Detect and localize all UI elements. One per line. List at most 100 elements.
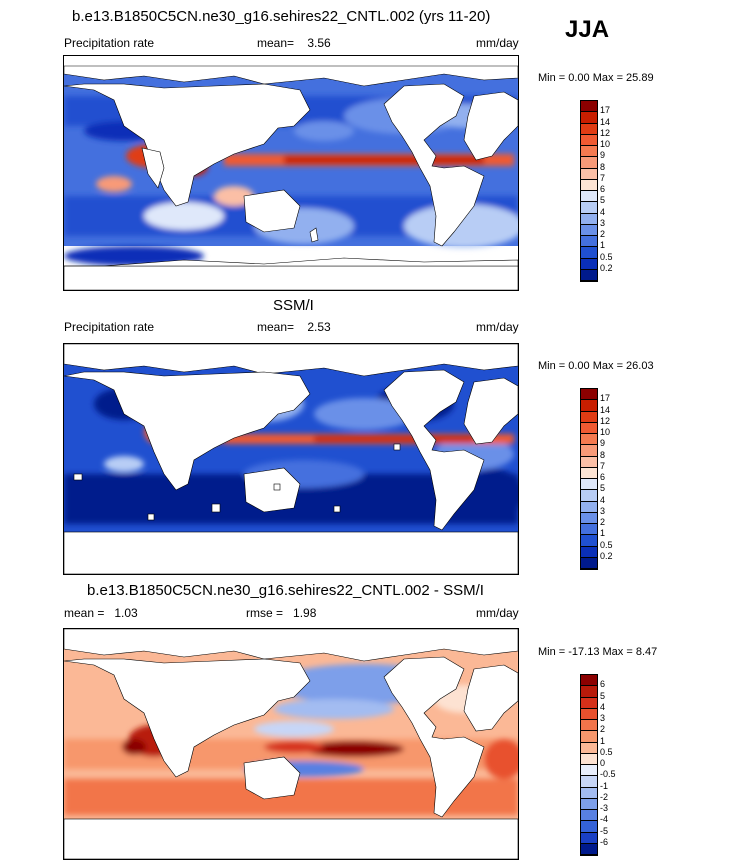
colorbar-swatch (581, 456, 597, 468)
panel3-rmse-label: rmse = 1.98 (246, 606, 316, 620)
panel2-mean-label: mean= 2.53 (257, 320, 331, 334)
colorbar-tick-label: 0.5 (600, 539, 613, 550)
colorbar-swatch (581, 157, 597, 169)
colorbar-swatch (581, 535, 597, 547)
panel3-map (63, 628, 519, 860)
panel1-mean-label: mean= 3.56 (257, 36, 331, 50)
panel3-colorbar-swatches (580, 674, 598, 856)
colorbar-swatch (581, 422, 597, 434)
colorbar-tick-label: -6 (600, 836, 609, 847)
panel3-minmax: Min = -17.13 Max = 8.47 (538, 646, 658, 658)
colorbar-tick-label: 0 (600, 758, 606, 768)
colorbar-tick-label: 17 (600, 105, 611, 116)
season-label: JJA (565, 16, 610, 43)
colorbar-swatch (581, 708, 597, 720)
colorbar-swatch (581, 247, 597, 259)
colorbar-swatch (581, 675, 597, 687)
colorbar-tick-label: 14 (600, 116, 611, 127)
colorbar-tick-label: 1 (600, 240, 606, 251)
panel2-map (63, 343, 519, 575)
colorbar-tick-label: 7 (600, 460, 606, 471)
colorbar-swatch (581, 821, 597, 833)
colorbar-swatch (581, 258, 597, 270)
colorbar-swatch (581, 101, 597, 113)
panel1-land (64, 65, 518, 290)
colorbar-swatch (581, 697, 597, 709)
colorbar-swatch (581, 389, 597, 401)
colorbar-tick-label: 9 (600, 438, 606, 449)
colorbar-tick-label: 5 (600, 195, 606, 206)
colorbar-tick-label: -4 (600, 814, 609, 825)
colorbar-swatch (581, 224, 597, 236)
colorbar-swatch (581, 742, 597, 754)
colorbar-swatch (581, 798, 597, 810)
panel2-minmax: Min = 0.00 Max = 26.03 (538, 360, 654, 372)
colorbar-tick-label: 4 (600, 206, 606, 217)
colorbar-swatch (581, 512, 597, 524)
colorbar-swatch (581, 832, 597, 844)
colorbar-swatch (581, 490, 597, 502)
panel2-variable-label: Precipitation rate (64, 320, 155, 334)
colorbar-swatch (581, 269, 597, 281)
panel2-units: mm/day (476, 320, 519, 334)
colorbar-tick-label: 12 (600, 127, 611, 138)
panel3-mean-text: mean = (64, 606, 105, 620)
colorbar-swatch (581, 168, 597, 180)
colorbar-swatch (581, 146, 597, 158)
colorbar-swatch (581, 686, 597, 698)
colorbar-tick-label: 0.2 (600, 550, 613, 561)
panel2-mean-value: 2.53 (307, 320, 331, 334)
colorbar-tick-label: 8 (600, 449, 606, 460)
colorbar-tick-label: 2 (600, 517, 606, 527)
panel2-colorbar: 17 14 12 10 9 8 7 6 5 4 3 2 1 0.5 0.2 (580, 388, 620, 570)
colorbar-swatch (581, 479, 597, 491)
colorbar-tick-label: -0.5 (600, 769, 616, 780)
panel3-units: mm/day (476, 606, 519, 620)
colorbar-swatch (581, 501, 597, 513)
colorbar-tick-label: 17 (600, 393, 611, 404)
colorbar-swatch (581, 179, 597, 191)
colorbar-tick-label: 9 (600, 150, 606, 161)
colorbar-swatch (581, 400, 597, 412)
colorbar-tick-label: 6 (600, 679, 606, 690)
colorbar-swatch (581, 810, 597, 822)
colorbar-swatch (581, 134, 597, 146)
panel3-title: b.e13.B1850C5CN.ne30_g16.sehires22_CNTL.… (87, 582, 484, 599)
colorbar-tick-label: 1 (600, 735, 606, 746)
colorbar-swatch (581, 731, 597, 743)
panel2-mean-text: mean= (257, 320, 295, 334)
panel2-title: SSM/I (273, 297, 314, 314)
colorbar-swatch (581, 546, 597, 558)
panel1-colorbar: 17 14 12 10 9 8 7 6 5 4 3 2 1 0.5 0.2 (580, 100, 620, 282)
colorbar-swatch (581, 765, 597, 777)
colorbar-swatch (581, 123, 597, 135)
colorbar-tick-label: 0.5 (600, 746, 613, 757)
colorbar-tick-label: 2 (600, 229, 606, 239)
colorbar-tick-label: 1 (600, 528, 606, 539)
colorbar-tick-label: 12 (600, 415, 611, 426)
panel1-colorbar-swatches (580, 100, 598, 282)
panel1-mean-text: mean= (257, 36, 295, 50)
colorbar-swatch (581, 524, 597, 536)
colorbar-swatch (581, 843, 597, 855)
colorbar-tick-label: 3 (600, 217, 606, 228)
panel3-mean-value: 1.03 (114, 606, 138, 620)
panel1-minmax: Min = 0.00 Max = 25.89 (538, 72, 654, 84)
panel1-mean-value: 3.56 (307, 36, 331, 50)
colorbar-tick-label: 10 (600, 427, 611, 437)
colorbar-tick-label: 5 (600, 483, 606, 494)
colorbar-tick-label: 0.2 (600, 262, 613, 273)
colorbar-swatch (581, 445, 597, 457)
colorbar-swatch (581, 434, 597, 446)
colorbar-tick-label: 14 (600, 404, 611, 415)
colorbar-swatch (581, 213, 597, 225)
colorbar-swatch (581, 202, 597, 214)
panel3-colorbar: 6 5 4 3 2 1 0.5 0 -0.5 -1 -2 -3 -4 -5 -6 (580, 674, 620, 856)
panel2-colorbar-swatches (580, 388, 598, 570)
colorbar-tick-label: -1 (600, 780, 609, 791)
colorbar-tick-label: 6 (600, 184, 606, 194)
colorbar-swatch (581, 411, 597, 423)
colorbar-tick-label: 3 (600, 713, 606, 723)
colorbar-tick-label: -5 (600, 825, 609, 836)
panel3-mean-label: mean = 1.03 (64, 606, 138, 620)
